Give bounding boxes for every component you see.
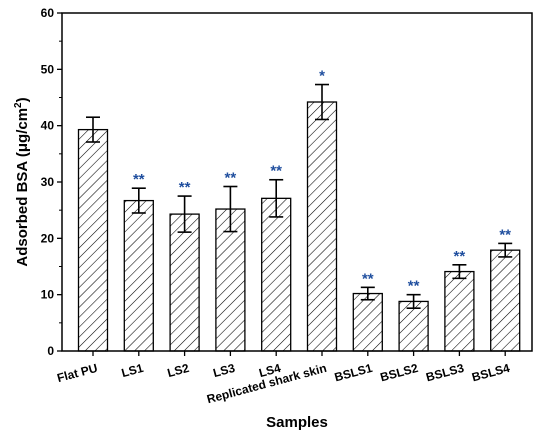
x-axis-title: Samples (266, 414, 328, 431)
significance-label-9: ** (499, 226, 511, 243)
x-tick-label-7: BSLS2 (379, 361, 420, 385)
significance-label-8: ** (454, 248, 466, 265)
bars-group (77, 101, 521, 352)
y-tick-label-1: 10 (41, 288, 55, 302)
significance-label-2: ** (179, 179, 191, 196)
y-axis-title-superscript: 2 (13, 102, 24, 108)
y-axis-title-tail: ) (14, 97, 31, 102)
y-tick-label-5: 50 (41, 62, 55, 76)
y-axis-title-main: Adsorbed BSA (μg/cm (14, 108, 31, 267)
x-tick-label-9: BSLS4 (470, 361, 511, 385)
x-tick-label-3: LS3 (212, 361, 237, 380)
bar-0 (77, 128, 109, 352)
y-axis-title: Adsorbed BSA (μg/cm2) (13, 97, 31, 266)
y-tick-label-3: 30 (41, 175, 55, 189)
significance-group: ** **** ***** ****** (133, 68, 511, 295)
x-tick-label-2: LS2 (166, 361, 191, 380)
bar-4 (261, 197, 292, 352)
x-tick-label-0: Flat PU (55, 361, 99, 385)
error-bars-group (86, 83, 513, 309)
y-tick-label-4: 40 (41, 119, 55, 133)
bar-5 (306, 101, 338, 352)
significance-label-4: ** (270, 163, 282, 180)
y-tick-label-6: 60 (41, 6, 55, 20)
x-tick-label-1: LS1 (120, 361, 145, 380)
y-tick-label-0: 0 (47, 344, 54, 358)
y-axis: 0 10 20 30 40 50 60 (41, 6, 62, 358)
significance-label-7: ** (408, 278, 420, 295)
bar-8 (444, 270, 475, 352)
significance-label-5: * (319, 68, 325, 85)
bar-3 (215, 208, 246, 352)
bar-6 (352, 292, 383, 352)
x-tick-label-8: BSLS3 (424, 361, 465, 385)
y-tick-label-2: 20 (41, 231, 55, 245)
x-tick-label-6: BSLS1 (333, 361, 374, 385)
significance-label-1: ** (133, 171, 145, 188)
x-tick-label-4: LS4 (257, 361, 282, 380)
significance-label-6: ** (362, 270, 374, 287)
significance-label-3: ** (225, 170, 237, 187)
bar-1 (123, 199, 154, 352)
bar-2 (169, 213, 200, 352)
bar-9 (490, 249, 521, 352)
